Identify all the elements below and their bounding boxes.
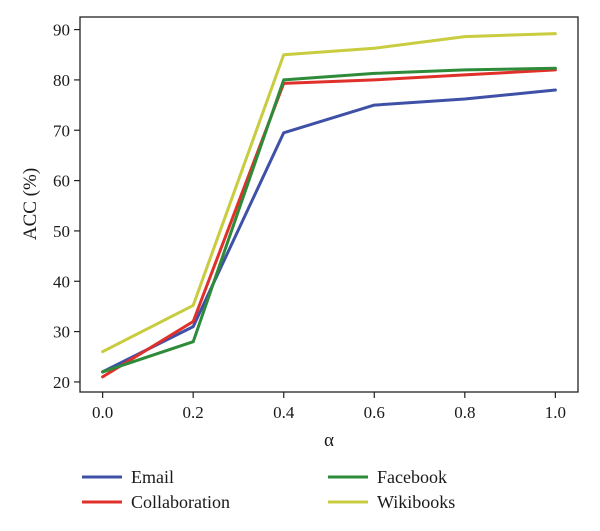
legend-label-collaboration: Collaboration: [131, 492, 230, 512]
y-axis-label: ACC (%): [20, 168, 41, 240]
legend-label-wikibooks: Wikibooks: [377, 492, 455, 512]
x-tick-label: 0.8: [454, 403, 475, 422]
series-lines: [101, 32, 557, 379]
y-axis: 20 30 40 50 60 70 80 90: [53, 21, 80, 392]
legend: Email Collaboration Facebook Wikibooks: [82, 467, 455, 512]
series-line-facebook: [101, 66, 557, 374]
y-tick-label: 80: [53, 71, 70, 90]
x-tick-label: 0.0: [92, 403, 113, 422]
series-line-email: [101, 88, 557, 374]
y-tick-label: 70: [53, 121, 70, 140]
y-tick-label: 60: [53, 172, 70, 191]
y-tick-label: 50: [53, 222, 70, 241]
x-tick-label: 0.6: [364, 403, 385, 422]
x-tick-label: 0.2: [183, 403, 204, 422]
y-tick-label: 20: [53, 373, 70, 392]
legend-label-email: Email: [131, 467, 174, 487]
plot-area-frame: [79, 16, 579, 393]
x-tick-label: 0.4: [273, 403, 295, 422]
legend-label-facebook: Facebook: [377, 467, 447, 487]
x-axis-label: α: [324, 430, 334, 451]
x-axis: 0.0 0.2 0.4 0.6 0.8 1.0: [92, 392, 566, 422]
y-tick-label: 40: [53, 272, 70, 291]
series-line-collaboration: [101, 68, 557, 379]
series-line-wikibooks: [101, 32, 557, 354]
y-tick-label: 90: [53, 21, 70, 40]
x-tick-label: 1.0: [545, 403, 566, 422]
y-tick-label: 30: [53, 323, 70, 342]
